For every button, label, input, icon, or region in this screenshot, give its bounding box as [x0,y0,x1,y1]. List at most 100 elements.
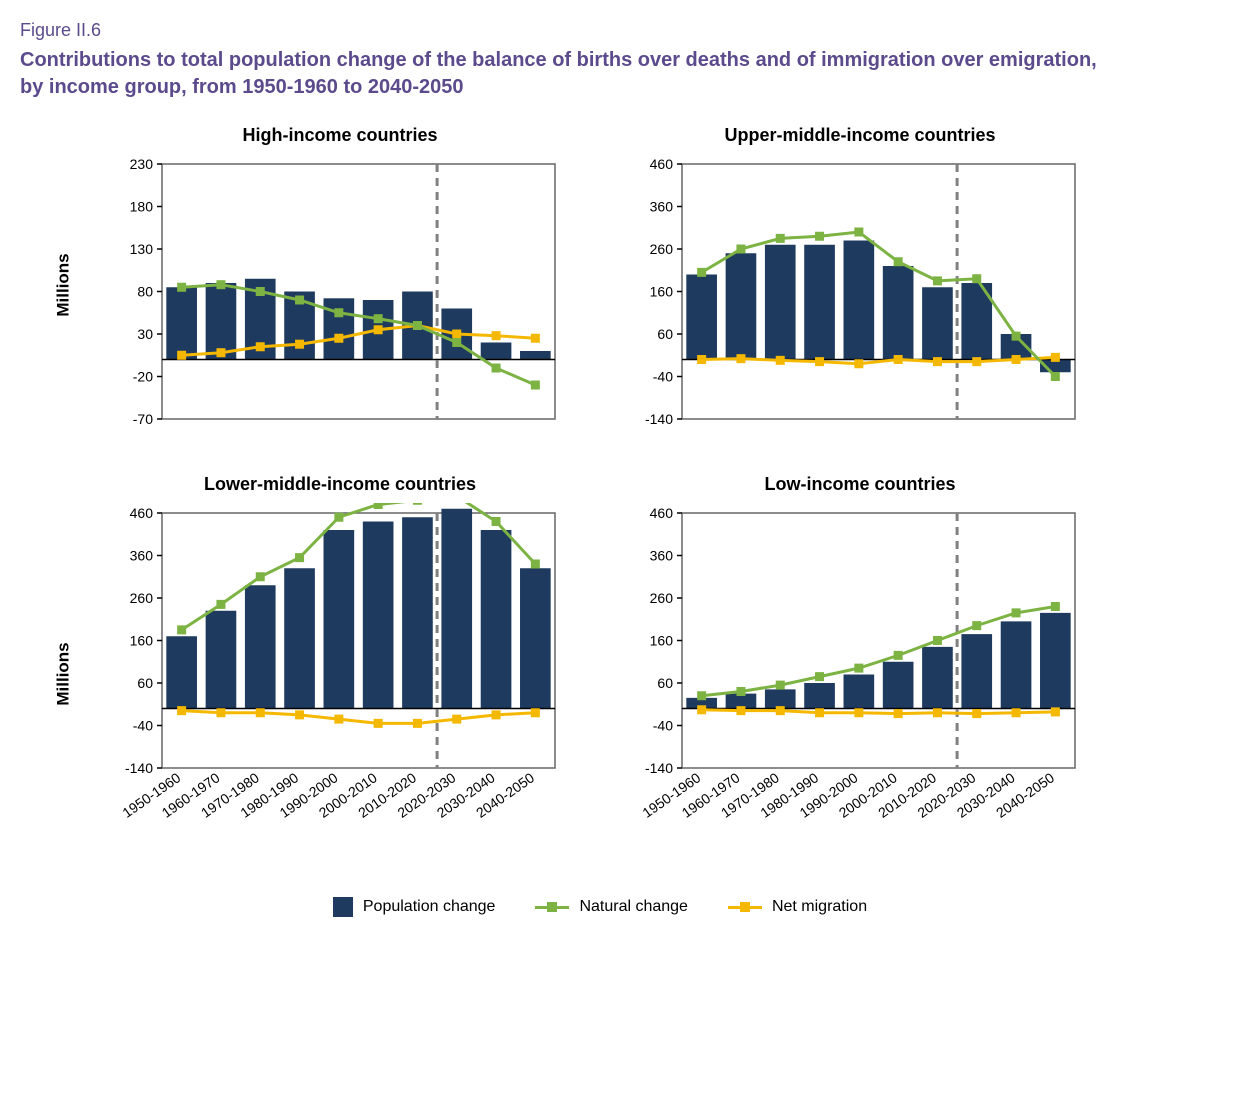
natural-marker [933,636,942,645]
bar [402,517,433,708]
natural-marker [972,621,981,630]
migration-marker [256,708,265,717]
migration-marker [531,334,540,343]
migration-marker [492,710,501,719]
figure-title: Contributions to total population change… [20,47,1120,101]
chart-svg: -140-40601602603604601950-19601960-19701… [100,503,560,873]
migration-marker [256,342,265,351]
natural-marker [815,672,824,681]
svg-text:-20: -20 [133,369,153,385]
bar [324,530,355,709]
panel-low: Low-income countries-140-406016026036046… [620,474,1100,873]
svg-text:-40: -40 [653,718,673,734]
migration-marker [334,334,343,343]
natural-marker [1051,372,1060,381]
migration-marker [894,355,903,364]
svg-text:180: 180 [130,199,154,215]
natural-marker [972,274,981,283]
bar [441,509,472,709]
legend-line-migration [728,906,762,909]
bar [844,675,875,709]
panel-title: Upper-middle-income countries [620,125,1100,146]
svg-text:160: 160 [650,633,674,649]
panel-title: Low-income countries [620,474,1100,495]
y-axis-label: Millions [54,642,74,705]
migration-marker [216,708,225,717]
svg-text:-140: -140 [645,760,673,776]
natural-marker [736,245,745,254]
migration-marker [972,357,981,366]
bar [961,634,992,708]
natural-marker [815,232,824,241]
migration-marker [697,705,706,714]
natural-marker [216,600,225,609]
svg-text:30: 30 [137,326,153,342]
chart-svg: -140-4060160260360460 [620,154,1080,444]
chart-svg: -140-40601602603604601950-19601960-19701… [620,503,1080,873]
bar [324,298,355,359]
migration-line [182,711,536,724]
migration-marker [452,330,461,339]
svg-text:360: 360 [130,548,154,564]
legend-label-migration: Net migration [772,898,867,916]
svg-text:260: 260 [650,241,674,257]
natural-marker [1012,332,1021,341]
natural-marker [374,503,383,509]
natural-marker [334,513,343,522]
migration-marker [413,719,422,728]
natural-marker [531,381,540,390]
natural-marker [256,287,265,296]
svg-text:-140: -140 [645,411,673,427]
bar [481,530,512,709]
natural-marker [413,321,422,330]
legend-label-population: Population change [363,898,496,916]
bar [166,287,197,359]
bar [520,351,551,360]
bar [245,585,276,708]
natural-marker [177,625,186,634]
migration-marker [776,356,785,365]
bar [686,275,717,360]
bar [1001,621,1032,708]
migration-marker [295,710,304,719]
natural-marker [697,691,706,700]
natural-marker [736,687,745,696]
bar [883,662,914,709]
svg-text:130: 130 [130,241,154,257]
svg-text:160: 160 [650,284,674,300]
migration-marker [1012,355,1021,364]
svg-text:160: 160 [130,633,154,649]
migration-marker [531,708,540,717]
natural-marker [933,276,942,285]
svg-text:60: 60 [657,675,673,691]
natural-marker [452,338,461,347]
bar [844,241,875,360]
svg-text:230: 230 [130,156,154,172]
natural-marker [1051,602,1060,611]
migration-marker [854,359,863,368]
bar [804,245,835,360]
svg-text:60: 60 [657,326,673,342]
migration-line [702,710,1056,714]
bar [765,689,796,708]
migration-marker [452,715,461,724]
migration-marker [894,709,903,718]
svg-text:-40: -40 [653,369,673,385]
figure-label: Figure II.6 [20,20,1232,41]
svg-text:260: 260 [650,590,674,606]
natural-marker [295,553,304,562]
svg-text:360: 360 [650,548,674,564]
legend-line-natural [535,906,569,909]
bar [765,245,796,360]
bar [284,568,315,708]
svg-text:-140: -140 [125,760,153,776]
legend-item-migration: Net migration [728,897,867,917]
migration-marker [933,357,942,366]
bar [726,253,757,359]
legend-item-natural: Natural change [535,897,688,917]
bar [206,283,237,360]
natural-marker [531,560,540,569]
y-axis-label: Millions [54,253,74,316]
natural-marker [492,364,501,373]
natural-marker [854,664,863,673]
